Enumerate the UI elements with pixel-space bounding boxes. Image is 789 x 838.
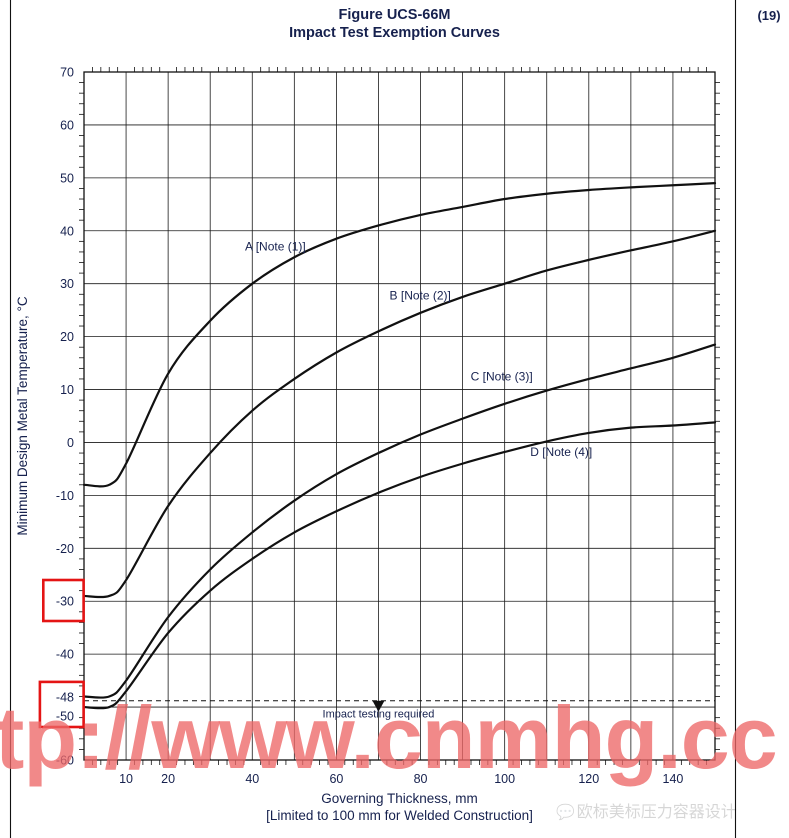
svg-text:(19): (19) (757, 8, 780, 23)
svg-text:120: 120 (578, 772, 599, 786)
svg-text:Minimum Design Metal Temperatu: Minimum Design Metal Temperature, °C (15, 296, 30, 535)
svg-text:60: 60 (329, 772, 343, 786)
svg-text:40: 40 (245, 772, 259, 786)
svg-text:[Limited to 100 mm for Welded: [Limited to 100 mm for Welded Constructi… (266, 808, 533, 823)
svg-text:20: 20 (60, 330, 74, 344)
svg-text:70: 70 (60, 66, 74, 80)
svg-text:10: 10 (119, 772, 133, 786)
svg-text:A [Note (1)]: A [Note (1)] (245, 239, 306, 253)
svg-text:10: 10 (60, 383, 74, 397)
svg-text:-10: -10 (56, 489, 74, 503)
svg-text:Impact testing required: Impact testing required (323, 709, 435, 721)
svg-text:-20: -20 (56, 542, 74, 556)
svg-text:-50: -50 (56, 710, 74, 724)
svg-text:0: 0 (67, 436, 74, 450)
svg-text:Impact Test Exemption Curves: Impact Test Exemption Curves (289, 25, 500, 41)
svg-text:80: 80 (414, 772, 428, 786)
svg-text:-30: -30 (56, 595, 74, 609)
svg-text:20: 20 (161, 772, 175, 786)
svg-text:Governing Thickness, mm: Governing Thickness, mm (321, 791, 478, 806)
svg-text:-60: -60 (56, 754, 74, 768)
svg-text:140: 140 (663, 772, 684, 786)
svg-text:40: 40 (60, 224, 74, 238)
svg-text:C [Note (3)]: C [Note (3)] (471, 370, 533, 384)
svg-text:60: 60 (60, 118, 74, 132)
svg-text:50: 50 (60, 171, 74, 185)
svg-text:-48: -48 (56, 691, 74, 705)
svg-text:Figure UCS-66M: Figure UCS-66M (339, 7, 451, 23)
svg-text:30: 30 (60, 277, 74, 291)
svg-text:-40: -40 (56, 648, 74, 662)
svg-text:D [Note (4)]: D [Note (4)] (530, 445, 592, 459)
svg-text:B [Note (2)]: B [Note (2)] (390, 288, 451, 302)
svg-text:100: 100 (494, 772, 515, 786)
